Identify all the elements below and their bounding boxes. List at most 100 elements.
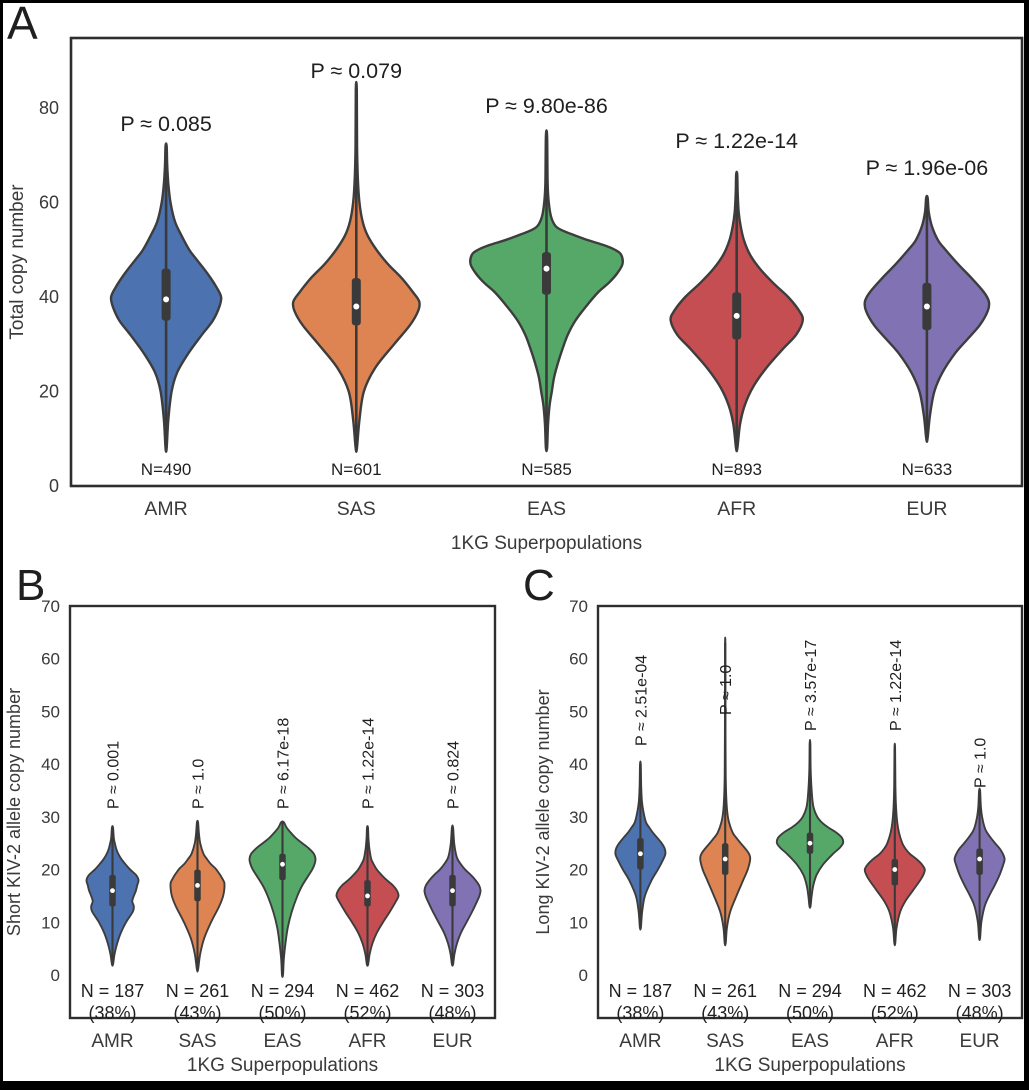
plot-frame [68, 604, 497, 1020]
iqr-box [161, 268, 171, 321]
violin-group-eas: P ≈ 9.80e-86 N=585 EAS [469, 94, 624, 520]
n-percent-label: (38%) [88, 1003, 136, 1023]
n-count-label: N=633 [902, 460, 953, 479]
p-value-label: P ≈ 0.001 [106, 741, 123, 809]
iqr-box [279, 853, 286, 881]
median-dot [977, 856, 982, 862]
n-percent-label: (52%) [871, 1003, 919, 1023]
median-dot [110, 888, 115, 894]
violin-group-sas: P ≈ 1.0 N = 261(43%) SAS [166, 759, 230, 1052]
y-tick-label: 40 [39, 287, 59, 307]
violin-group-amr: P ≈ 2.51e-04 N = 187(38%) AMR [609, 655, 673, 1052]
x-tick-label-sas: SAS [178, 1031, 216, 1052]
panel-b: B 0 10 20 30 40 50 60 70 Short KIV-2 allele copy … [4, 561, 497, 1076]
p-value-label: P ≈ 3.57e-17 [803, 640, 820, 731]
y-tick-label: 50 [41, 702, 60, 721]
y-tick-label: 20 [39, 382, 59, 402]
iqr-box [891, 859, 899, 886]
x-axis-label: 1KG Superpopulations [451, 533, 642, 554]
p-value-label: P ≈ 0.079 [311, 59, 403, 83]
n-count-label: N = 294 [778, 981, 842, 1001]
panel-a-letter: A [7, 3, 38, 49]
violin-group-afr: P ≈ 1.22e-14 N = 462(52%) AFR [335, 718, 400, 1052]
n-percent-label: (38%) [616, 1003, 664, 1023]
p-value-label: P ≈ 1.22e-14 [888, 640, 905, 731]
x-tick-label-afr: AFR [717, 498, 756, 520]
y-tick-label: 60 [41, 650, 60, 669]
n-percent-label: (50%) [258, 1003, 306, 1023]
x-tick-label-eas: EAS [263, 1031, 301, 1052]
y-tick-label: 50 [569, 702, 588, 721]
p-value-label: P ≈ 1.0 [191, 759, 208, 809]
x-tick-label-eas: EAS [791, 1031, 829, 1052]
median-dot [733, 312, 740, 319]
n-percent-label: (52%) [343, 1003, 391, 1023]
n-count-label: N = 187 [609, 981, 673, 1001]
x-tick-label-amr: AMR [619, 1031, 661, 1052]
violin-group-sas: P ≈ 1.0 N = 261(43%) SAS [693, 636, 757, 1052]
panel-a: A 0 20 40 60 80 Total copy number 1KG Superpopu… [7, 3, 1024, 554]
n-count-label: N=585 [521, 460, 572, 479]
x-tick-label-eur: EUR [906, 498, 947, 520]
median-dot [195, 882, 200, 888]
y-tick-label: 40 [41, 755, 60, 774]
y-tick-label: 30 [41, 808, 60, 827]
panel-c: C 0 10 20 30 40 50 60 70 Long KIV-2 allele copy n… [523, 561, 1024, 1076]
p-value-label: P ≈ 1.0 [718, 665, 735, 715]
x-tick-label-eas: EAS [527, 498, 566, 520]
median-dot [353, 303, 360, 310]
y-tick-label: 70 [569, 597, 588, 616]
p-value-label: P ≈ 6.17e-18 [276, 718, 293, 809]
y-tick-label: 0 [49, 476, 59, 496]
x-axis-label: 1KG Superpopulations [187, 1055, 378, 1076]
violin-group-afr: P ≈ 1.22e-14 N=893 AFR [669, 129, 805, 520]
x-tick-label-afr: AFR [876, 1031, 914, 1052]
x-tick-label-eur: EUR [960, 1031, 1000, 1052]
x-tick-label-amr: AMR [144, 498, 187, 520]
median-dot [163, 296, 170, 303]
p-value-label: P ≈ 1.22e-14 [361, 718, 378, 809]
n-count-label: N = 294 [251, 981, 315, 1001]
violin-group-eas: P ≈ 3.57e-17 N = 294(50%) EAS [775, 640, 845, 1052]
p-value-label: P ≈ 2.51e-04 [633, 655, 650, 746]
x-tick-label-sas: SAS [337, 498, 376, 520]
p-value-label: P ≈ 1.22e-14 [675, 129, 798, 153]
violin-group-eur: P ≈ 1.96e-06 N=633 EUR [863, 156, 991, 520]
median-dot [722, 856, 728, 862]
n-percent-label: (43%) [173, 1003, 221, 1023]
y-tick-label: 60 [39, 193, 59, 213]
violin-group-eur: P ≈ 0.824 N = 303(48%) EUR [421, 741, 485, 1052]
n-count-label: N = 261 [166, 981, 230, 1001]
y-tick-label: 70 [41, 597, 60, 616]
y-tick-label: 0 [51, 966, 60, 985]
y-tick-label: 30 [569, 808, 588, 827]
iqr-box [976, 848, 983, 875]
n-count-label: N=893 [711, 460, 762, 479]
x-tick-label-afr: AFR [349, 1031, 387, 1052]
y-axis-label: Long KIV-2 allele copy number [533, 689, 553, 934]
iqr-box [364, 880, 371, 907]
median-dot [543, 265, 550, 272]
p-value-label: P ≈ 1.0 [973, 738, 990, 788]
violin-group-eur: P ≈ 1.0 N = 303(48%) EUR [948, 738, 1012, 1052]
y-tick-label: 60 [569, 650, 588, 669]
p-value-label: P ≈ 0.824 [446, 741, 463, 809]
median-dot [923, 303, 930, 310]
p-value-label: P ≈ 0.085 [120, 112, 212, 136]
median-dot [807, 840, 813, 846]
median-dot [280, 861, 285, 867]
median-dot [638, 851, 643, 857]
n-count-label: N = 462 [336, 981, 400, 1001]
panel-c-letter: C [523, 561, 555, 610]
n-count-label: N = 261 [693, 981, 757, 1001]
iqr-box [542, 252, 551, 295]
n-count-label: N = 462 [863, 981, 927, 1001]
n-percent-label: (48%) [428, 1003, 476, 1023]
n-percent-label: (43%) [701, 1003, 749, 1023]
n-percent-label: (50%) [786, 1003, 834, 1023]
n-count-label: N = 187 [81, 981, 145, 1001]
p-value-label: P ≈ 9.80e-86 [485, 94, 608, 118]
median-dot [892, 867, 898, 872]
plot-frame [596, 604, 1024, 1020]
